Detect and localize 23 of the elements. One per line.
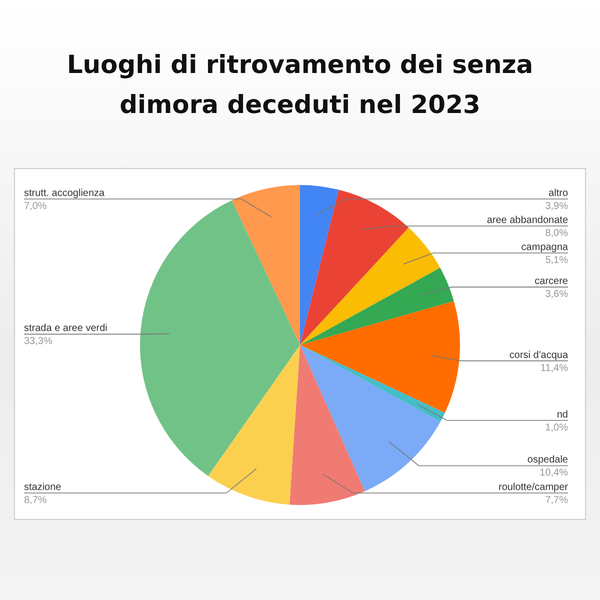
data-label: 3,6%	[545, 289, 568, 300]
slice-label: campagna	[521, 242, 568, 253]
slice-label: aree abbandonate	[486, 215, 568, 226]
slice-label: strada e aree verdi	[24, 323, 108, 334]
slice-label: altro	[548, 188, 568, 199]
data-label: 3,9%	[545, 201, 568, 212]
data-label: 1,0%	[545, 422, 568, 434]
slice-label: stazione	[24, 482, 62, 493]
data-label: 11,4%	[540, 362, 568, 374]
slice-label: carcere	[534, 276, 568, 288]
slice-label: roulotte/camper	[498, 482, 569, 493]
data-label: 7,0%	[24, 201, 47, 212]
data-label: 5,1%	[545, 255, 568, 266]
slice-label: ospedale	[527, 454, 568, 466]
slice-label: strutt. accoglienza	[24, 188, 106, 199]
data-label: 8,7%	[24, 495, 47, 506]
chart-title: Luoghi di ritrovamento dei senza dimora deceduti nel 2023	[66, 49, 534, 121]
slice-label: corsi d'acqua	[509, 350, 568, 361]
data-label: 8,0%	[545, 228, 568, 239]
data-label: 33,3%	[24, 336, 52, 348]
data-label: 7,7%	[545, 495, 568, 506]
slice-label: nd	[556, 409, 568, 420]
data-label: 10,4%	[540, 468, 568, 479]
